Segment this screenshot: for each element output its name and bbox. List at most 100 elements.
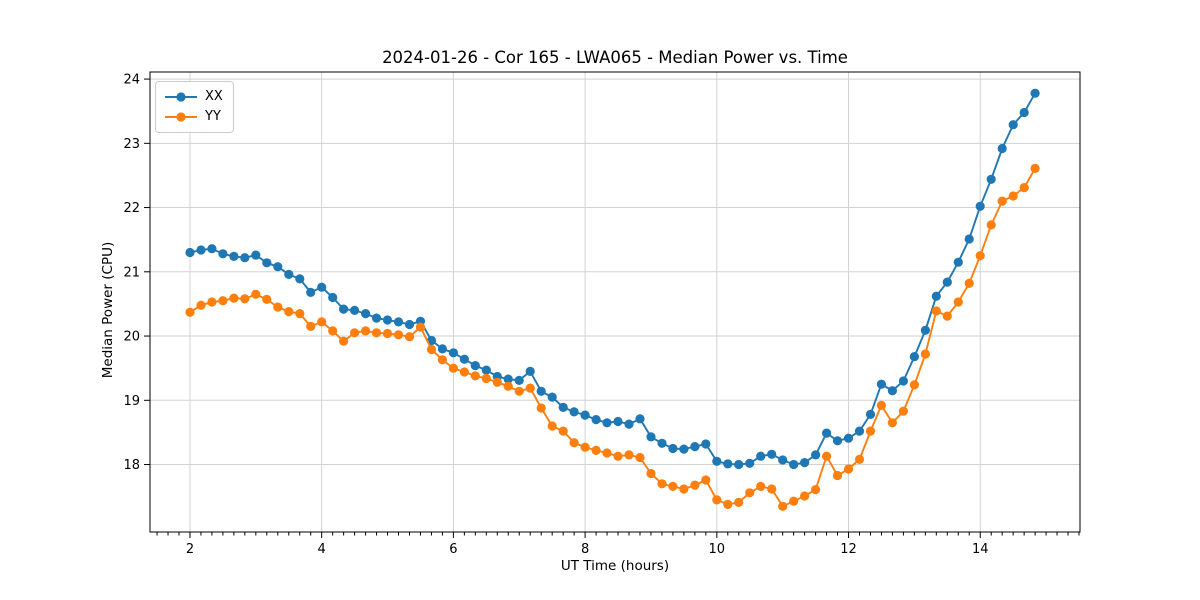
data-point (876, 400, 887, 410)
x-tick-label: 6 (449, 542, 457, 557)
data-point (756, 481, 766, 491)
data-point (822, 451, 832, 461)
data-point (800, 458, 810, 468)
data-point (635, 452, 645, 463)
data-point (229, 251, 239, 261)
data-point (591, 445, 601, 455)
data-point (789, 459, 799, 470)
data-point (942, 311, 952, 321)
data-point (514, 386, 524, 396)
data-point (997, 196, 1007, 206)
data-point (811, 485, 821, 495)
data-point (284, 307, 294, 317)
data-point (580, 442, 590, 452)
data-point (328, 326, 338, 336)
data-point (382, 328, 393, 339)
data-point (679, 444, 689, 454)
data-point (426, 344, 437, 355)
data-point (470, 371, 480, 381)
y-tick-label: 23 (123, 137, 140, 152)
data-point (832, 436, 843, 446)
data-point (690, 442, 700, 452)
data-point (547, 421, 557, 431)
data-point (196, 245, 206, 255)
data-point (218, 249, 228, 259)
data-point (361, 309, 371, 319)
data-point (404, 332, 415, 342)
data-point (887, 386, 898, 396)
legend-label-yy: YY (205, 109, 221, 124)
data-point (712, 495, 722, 505)
data-point (371, 328, 382, 338)
data-point (745, 488, 755, 498)
data-point (931, 306, 941, 316)
data-point (295, 309, 305, 319)
data-point (306, 321, 316, 331)
data-point (1019, 183, 1029, 193)
data-point (778, 455, 788, 465)
data-point (964, 234, 974, 244)
series-line (189, 167, 1036, 508)
data-point (328, 292, 338, 303)
data-point (646, 432, 656, 442)
data-point (1019, 107, 1029, 118)
x-axis-label: UT Time (hours) (560, 558, 670, 574)
data-point (613, 451, 623, 461)
data-point (624, 450, 634, 460)
data-point (306, 287, 316, 297)
data-point (317, 282, 327, 292)
x-tick-label: 4 (318, 542, 326, 557)
data-point (185, 307, 195, 317)
data-point (514, 375, 524, 385)
legend-line-marker-icon (165, 112, 197, 122)
data-point (218, 296, 228, 306)
x-tick-label: 2 (186, 542, 194, 557)
series-yy (185, 163, 1040, 511)
data-point (646, 468, 656, 479)
data-point (339, 336, 349, 346)
data-point (690, 480, 700, 490)
legend-item-yy: YY (164, 107, 223, 127)
data-point (668, 443, 678, 454)
data-point (712, 456, 722, 466)
data-point (525, 366, 535, 376)
data-point (350, 305, 360, 315)
data-point (756, 451, 766, 461)
data-point (624, 419, 634, 429)
data-point (1008, 191, 1018, 201)
legend-label-xx: XX (205, 89, 223, 104)
gridlines (150, 72, 1080, 532)
data-point (745, 458, 755, 468)
data-point (317, 317, 327, 327)
y-tick-label: 18 (123, 458, 140, 473)
legend-item-xx: XX (164, 87, 223, 107)
data-point (909, 352, 920, 362)
data-point (602, 448, 612, 458)
data-point (470, 361, 480, 371)
data-point (931, 291, 941, 301)
data-point (800, 491, 810, 501)
data-point (865, 426, 876, 436)
data-point (503, 374, 513, 384)
data-point (558, 426, 568, 436)
x-tick-label: 8 (581, 542, 589, 557)
data-point (975, 201, 985, 211)
data-point (975, 251, 985, 261)
data-point (382, 315, 393, 325)
data-point (767, 484, 777, 494)
data-point (843, 433, 854, 443)
data-point (997, 143, 1007, 154)
y-axis-label: Median Power (CPU) (100, 241, 116, 379)
data-point (602, 418, 612, 428)
data-point (262, 258, 272, 268)
data-point (591, 415, 601, 425)
data-point (273, 262, 283, 272)
data-point (393, 317, 404, 327)
data-point (1008, 120, 1018, 130)
data-point (437, 344, 447, 354)
data-point (196, 300, 206, 310)
data-point (613, 416, 623, 427)
data-point (909, 380, 920, 390)
